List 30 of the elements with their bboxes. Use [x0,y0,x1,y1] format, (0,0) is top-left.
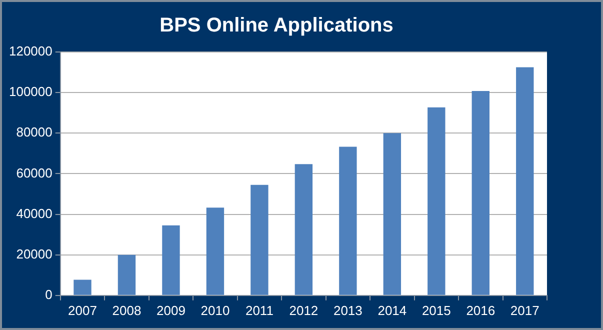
chart-title: BPS Online Applications [160,14,394,37]
x-tick-label: 2017 [510,302,540,318]
bar [472,90,490,295]
x-tick-label: 2013 [333,302,362,318]
bar [250,184,268,295]
x-tick-label: 2012 [289,302,318,318]
y-tick-label: 0 [45,286,52,302]
bar [516,67,534,295]
bar [383,133,402,295]
x-tick-label: 2016 [466,302,496,318]
bar [294,164,313,295]
x-tick-label: 2009 [156,302,186,318]
x-tick-label: 2008 [112,302,142,318]
bar [339,146,357,295]
x-tick-label: 2014 [378,302,407,318]
x-tick-label: 2011 [245,302,274,318]
x-tick-label: 2007 [68,302,97,318]
y-tick-label: 100000 [8,84,52,100]
y-tick-label: 20000 [16,246,52,262]
bar [206,208,224,295]
y-tick-label: 60000 [16,165,52,180]
y-tick-label: 80000 [16,124,52,140]
bar [74,280,92,295]
y-tick-label: 40000 [16,206,52,221]
bar [428,107,446,295]
bar [118,254,136,295]
x-tick-label: 2010 [200,302,230,318]
x-tick-label: 2015 [422,302,451,318]
y-tick-label: 120000 [8,44,52,59]
bar [162,225,180,295]
